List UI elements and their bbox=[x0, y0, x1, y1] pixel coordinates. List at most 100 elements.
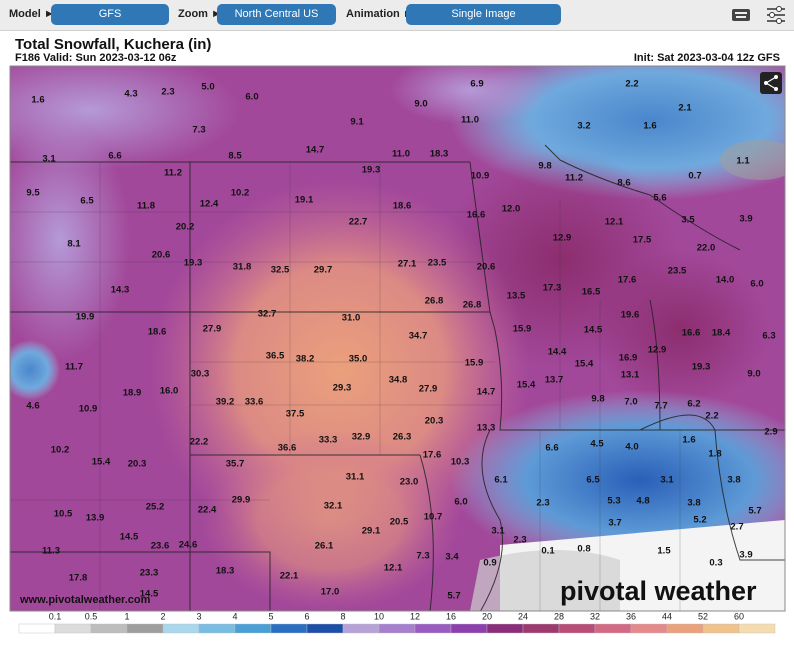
snowfall-value: 3.4 bbox=[445, 552, 459, 563]
snowfall-value: 6.0 bbox=[245, 92, 258, 103]
snowfall-value: 5.3 bbox=[607, 496, 620, 507]
colorbar-tick-label: 16 bbox=[446, 611, 456, 621]
snowfall-value: 19.6 bbox=[621, 310, 640, 321]
snowfall-value: 10.9 bbox=[471, 171, 490, 182]
colorbar-tick-label: 24 bbox=[518, 611, 528, 621]
snowfall-value: 9.8 bbox=[538, 161, 551, 172]
colorbar-tick-label: 44 bbox=[662, 611, 672, 621]
snowfall-value: 5.6 bbox=[653, 193, 666, 204]
colorbar-swatch bbox=[90, 623, 128, 634]
snowfall-value: 1.6 bbox=[31, 95, 44, 106]
zoom-label: Zoom ► bbox=[178, 8, 222, 20]
snowfall-value: 23.0 bbox=[400, 477, 419, 488]
snowfall-value: 2.2 bbox=[625, 79, 638, 90]
snowfall-value: 15.9 bbox=[513, 324, 532, 335]
snowfall-value: 3.5 bbox=[681, 215, 695, 226]
keyboard-icon[interactable] bbox=[731, 7, 751, 23]
snowfall-value: 19.3 bbox=[184, 258, 203, 269]
snowfall-value: 15.4 bbox=[575, 359, 594, 370]
colorbar-tick-label: 5 bbox=[268, 611, 273, 621]
snowfall-value: 3.1 bbox=[42, 154, 56, 165]
logo: pivotal weather bbox=[560, 576, 757, 606]
snowfall-value: 11.0 bbox=[392, 149, 410, 160]
snowfall-value: 10.3 bbox=[451, 457, 470, 468]
colorbar-swatch bbox=[306, 623, 344, 634]
snowfall-value: 3.8 bbox=[727, 475, 740, 486]
snowfall-value: 38.2 bbox=[296, 354, 315, 365]
zoom-button[interactable]: North Central US bbox=[217, 4, 336, 25]
snowfall-value: 4.5 bbox=[590, 439, 604, 450]
snowfall-value: 5.2 bbox=[693, 515, 706, 526]
settings-icon[interactable] bbox=[765, 5, 787, 25]
snowfall-value: 1.6 bbox=[643, 121, 656, 132]
snowfall-value: 2.7 bbox=[730, 522, 743, 533]
snowfall-value: 17.6 bbox=[423, 450, 442, 461]
animation-button[interactable]: Single Image bbox=[406, 4, 561, 25]
snowfall-value: 19.3 bbox=[692, 362, 711, 373]
snowfall-value: 14.4 bbox=[548, 347, 567, 358]
snowfall-value: 11.2 bbox=[164, 168, 182, 179]
snowfall-value: 11.2 bbox=[565, 173, 583, 184]
snowfall-value: 5.0 bbox=[201, 82, 214, 93]
snowfall-value: 31.0 bbox=[342, 313, 361, 324]
snowfall-value: 15.4 bbox=[92, 457, 111, 468]
toolbar: Model ► GFS Zoom ► North Central US Anim… bbox=[0, 0, 794, 31]
snowfall-value: 20.2 bbox=[176, 222, 195, 233]
snowfall-value: 12.9 bbox=[553, 233, 572, 244]
colorbar-swatch bbox=[630, 623, 668, 634]
snowfall-value: 2.3 bbox=[536, 498, 549, 509]
snowfall-value: 4.0 bbox=[625, 442, 638, 453]
colorbar-swatch bbox=[342, 623, 380, 634]
snowfall-value: 3.1 bbox=[491, 526, 505, 537]
snowfall-value: 18.6 bbox=[393, 201, 412, 212]
snowfall-value: 14.7 bbox=[477, 387, 496, 398]
snowfall-value: 29.9 bbox=[232, 495, 251, 506]
share-button[interactable] bbox=[760, 72, 782, 94]
snowfall-value: 9.0 bbox=[414, 99, 427, 110]
snowfall-value: 14.3 bbox=[111, 285, 130, 296]
snowfall-value: 11.3 bbox=[42, 546, 60, 557]
colorbar-tick-label: 2 bbox=[160, 611, 165, 621]
snowfall-value: 10.2 bbox=[231, 188, 250, 199]
snowfall-value: 22.7 bbox=[349, 217, 368, 228]
colorbar-swatch bbox=[270, 623, 308, 634]
snowfall-value: 29.7 bbox=[314, 265, 333, 276]
colorbar-swatch bbox=[558, 623, 596, 634]
snowfall-value: 7.3 bbox=[416, 551, 429, 562]
model-button[interactable]: GFS bbox=[51, 4, 169, 25]
snowfall-value: 36.6 bbox=[278, 443, 297, 454]
snowfall-value: 17.6 bbox=[618, 275, 637, 286]
colorbar-swatch bbox=[450, 623, 488, 634]
snowfall-value: 0.8 bbox=[577, 544, 590, 555]
snowfall-value: 3.8 bbox=[687, 498, 700, 509]
snowfall-value: 16.6 bbox=[467, 210, 486, 221]
snowfall-value: 9.8 bbox=[591, 394, 604, 405]
snowfall-value: 18.6 bbox=[148, 327, 167, 338]
snowfall-value: 27.9 bbox=[419, 384, 438, 395]
snowfall-value: 14.5 bbox=[120, 532, 139, 543]
colorbar-swatch bbox=[162, 623, 200, 634]
snowfall-value: 12.1 bbox=[605, 217, 624, 228]
colorbar-tick-label: 20 bbox=[482, 611, 492, 621]
snowfall-value: 23.5 bbox=[428, 258, 447, 269]
snowfall-value: 11.0 bbox=[461, 115, 479, 126]
snowfall-value: 10.9 bbox=[79, 404, 98, 415]
snowfall-value: 32.5 bbox=[271, 265, 290, 276]
snowfall-value: 6.1 bbox=[494, 475, 508, 486]
snowfall-value: 4.3 bbox=[124, 89, 137, 100]
snowfall-value: 19.1 bbox=[295, 195, 314, 206]
snowfall-value: 8.5 bbox=[228, 151, 242, 162]
snowfall-value: 14.7 bbox=[306, 145, 325, 156]
snowfall-value: 34.7 bbox=[409, 331, 428, 342]
snowfall-value: 0.1 bbox=[541, 546, 555, 557]
snowfall-value: 16.6 bbox=[682, 328, 701, 339]
snowfall-value: 0.3 bbox=[709, 558, 722, 569]
map-title: Total Snowfall, Kuchera (in) bbox=[15, 36, 212, 53]
colorbar-swatch bbox=[738, 623, 776, 634]
snowfall-value: 1.8 bbox=[708, 449, 721, 460]
colorbar-tick-label: 8 bbox=[340, 611, 345, 621]
colorbar-tick-label: 0.1 bbox=[49, 611, 62, 621]
snowfall-value: 6.5 bbox=[80, 196, 94, 207]
model-label: Model ► bbox=[9, 8, 55, 20]
